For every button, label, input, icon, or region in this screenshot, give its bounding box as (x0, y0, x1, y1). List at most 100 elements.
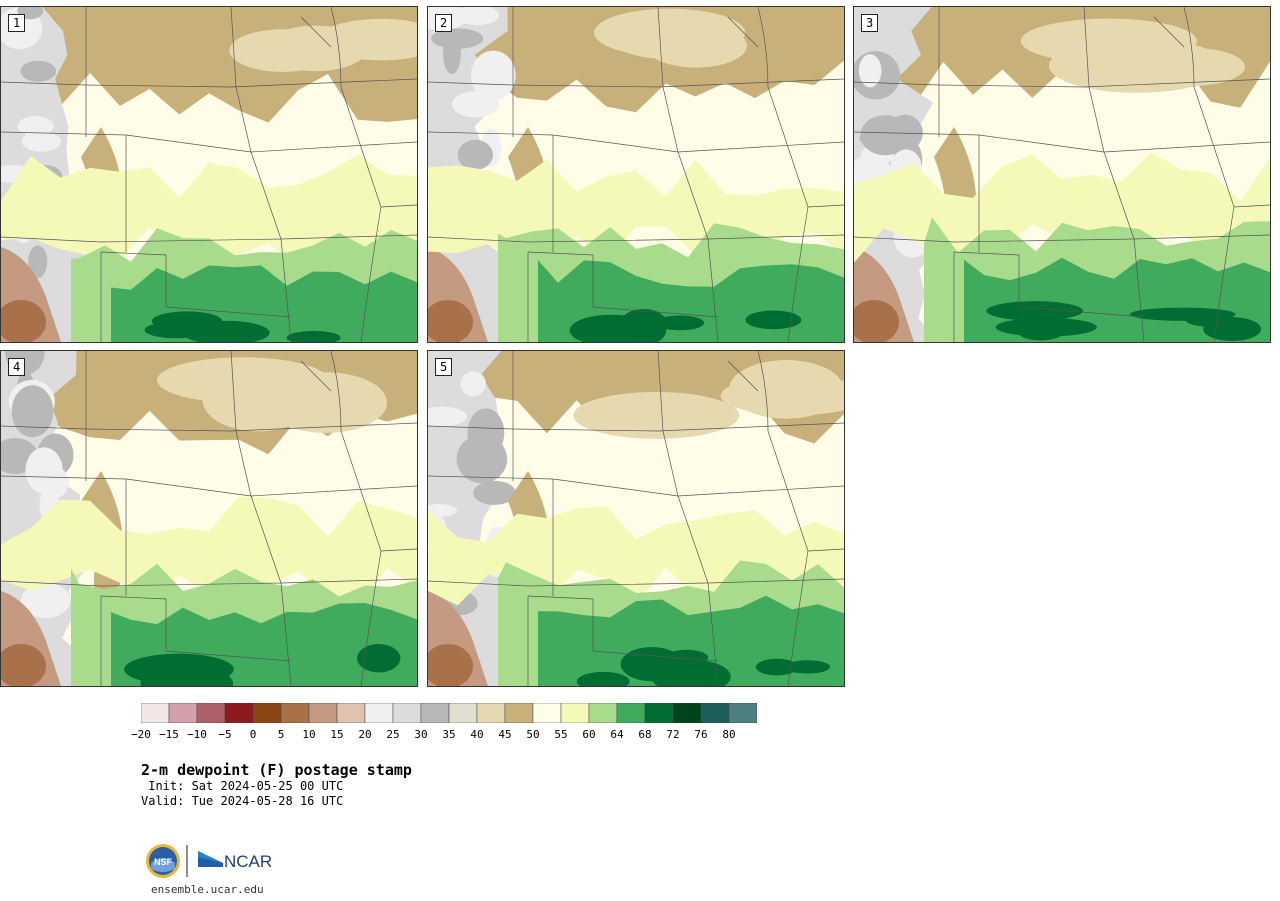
colorbar-swatch (616, 703, 646, 723)
state-boundary (527, 595, 719, 662)
init-time: Init: Sat 2024-05-25 00 UTC (141, 779, 344, 793)
colorbar-tick-label: 30 (414, 728, 428, 741)
colorbar-swatch (252, 703, 282, 723)
state-boundary (428, 131, 844, 153)
state-boundary (330, 351, 382, 686)
state-boundary (953, 251, 1145, 318)
state-boundary (428, 234, 844, 243)
map-panel-3: 3 (853, 6, 1271, 343)
map-panel-5: 5 (427, 350, 845, 687)
state-boundary (527, 251, 719, 318)
state-boundary (807, 204, 844, 208)
colorbar-swatch (308, 703, 338, 723)
colorbar-tick-label: 25 (386, 728, 400, 741)
state-boundary (1, 475, 417, 497)
state-boundary (854, 234, 1270, 243)
panel-label: 2 (435, 14, 453, 32)
state-boundary (757, 351, 809, 686)
colorbar-tick-label: 50 (526, 728, 540, 741)
state-boundary (1, 234, 417, 243)
colorbar-swatch (728, 703, 757, 723)
state-boundary (380, 204, 417, 208)
panel-label: 4 (8, 358, 26, 376)
colorbar-tick-label: −5 (218, 728, 232, 741)
colorbar-swatch (504, 703, 534, 723)
state-boundary (428, 422, 844, 432)
state-boundary (100, 595, 292, 662)
map-panel-2: 2 (427, 6, 845, 343)
colorbar-swatch (476, 703, 506, 723)
state-boundary (657, 351, 719, 686)
colorbar-tick-label: 64 (610, 728, 624, 741)
colorbar-swatch (532, 703, 562, 723)
state-boundary (854, 78, 1270, 88)
colorbar-swatch (224, 703, 254, 723)
colorbar-swatch (560, 703, 590, 723)
colorbar-tick-label: 40 (470, 728, 484, 741)
state-boundary (380, 548, 417, 552)
state-boundary (1233, 204, 1270, 208)
colorbar-tick-label: 60 (582, 728, 596, 741)
state-boundary (1, 131, 417, 153)
colorbar-tick-label: 10 (302, 728, 316, 741)
nsf-ncar-logo: NSF NCAR (146, 844, 272, 878)
colorbar-tick-label: 35 (442, 728, 456, 741)
colorbar-swatch (420, 703, 450, 723)
state-boundary (1, 578, 417, 587)
dewpoint-55-region (854, 152, 1270, 263)
dewpoint-map (1, 7, 417, 342)
colorbar-tick-label: 80 (722, 728, 736, 741)
svg-text:NCAR: NCAR (224, 852, 272, 871)
colorbar-swatch (280, 703, 310, 723)
panel-label: 1 (8, 14, 26, 32)
state-boundary (1183, 7, 1235, 342)
state-boundary (807, 548, 844, 552)
state-boundary (230, 351, 292, 686)
colorbar-tick-label: 5 (277, 728, 285, 741)
colorbar-swatch (364, 703, 394, 723)
colorbar-tick-label: 72 (666, 728, 680, 741)
colorbar-swatch (392, 703, 422, 723)
state-boundary (428, 578, 844, 587)
panel-label: 3 (861, 14, 879, 32)
colorbar-tick-label: 76 (694, 728, 708, 741)
chart-title: 2-m dewpoint (F) postage stamp (141, 761, 412, 779)
colorbar-tick-label: −10 (187, 728, 207, 741)
state-boundary (1083, 7, 1145, 342)
colorbar-tick-label: 15 (330, 728, 344, 741)
dewpoint-map (1, 351, 417, 686)
colorbar-swatch (141, 703, 170, 723)
map-panel-1: 1 (0, 6, 418, 343)
valid-time: Valid: Tue 2024-05-28 16 UTC (141, 794, 344, 808)
colorbar-swatch (168, 703, 198, 723)
colorbar-swatch (448, 703, 478, 723)
map-panel-4: 4 (0, 350, 418, 687)
colorbar-tick-label: 55 (554, 728, 568, 741)
colorbar-tick-label: 0 (249, 728, 257, 741)
colorbar-swatch (336, 703, 366, 723)
state-boundary (230, 7, 292, 342)
state-boundary (1153, 16, 1185, 48)
colorbar (141, 703, 757, 723)
colorbar-tick-label: 45 (498, 728, 512, 741)
colorbar-tick-label: 20 (358, 728, 372, 741)
panel-label: 5 (435, 358, 453, 376)
dewpoint-map (854, 7, 1270, 342)
state-boundary (657, 7, 719, 342)
state-boundary (428, 78, 844, 88)
colorbar-swatch (700, 703, 730, 723)
state-boundary (100, 251, 292, 318)
state-boundary (854, 131, 1270, 153)
state-boundary (300, 16, 332, 48)
nsf-logo-icon: NSF (146, 844, 180, 878)
dewpoint-map (428, 7, 844, 342)
svg-text:NSF: NSF (154, 857, 173, 867)
state-boundary (727, 16, 759, 48)
website-url: ensemble.ucar.edu (151, 883, 264, 896)
colorbar-swatch (672, 703, 702, 723)
colorbar-tick-label: −20 (131, 728, 151, 741)
ncar-logo-icon: NCAR (198, 851, 272, 871)
colorbar-tick-label: 68 (638, 728, 652, 741)
state-boundary (1, 78, 417, 88)
state-boundary (300, 360, 332, 392)
